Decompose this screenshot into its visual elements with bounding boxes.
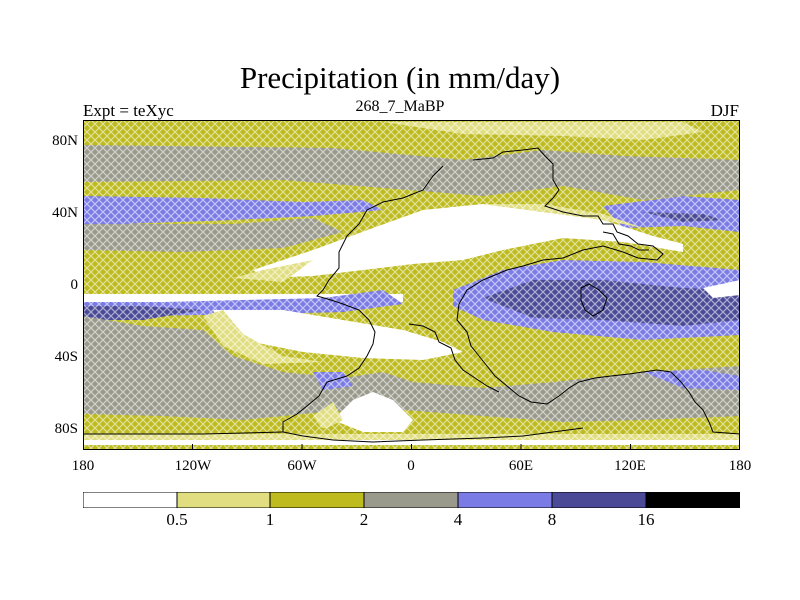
lat-label-80s: 80S bbox=[54, 421, 78, 437]
colorbar-label-16: 16 bbox=[637, 510, 655, 529]
colorbar-bin-3 bbox=[363, 492, 459, 508]
coastline-africa bbox=[408, 323, 500, 393]
colorbar-label-2: 2 bbox=[359, 510, 369, 529]
lat-label-40n: 40N bbox=[52, 205, 78, 221]
hatching-overlay bbox=[83, 120, 740, 450]
lat-label-80n: 80N bbox=[52, 133, 78, 149]
lon-ticks bbox=[83, 444, 740, 450]
coastline-antarctic bbox=[83, 431, 284, 435]
colorbar-bin-1 bbox=[176, 492, 271, 508]
season-label: DJF bbox=[710, 101, 739, 120]
plot-title: Precipitation (in mm/day) bbox=[239, 60, 561, 95]
colorbar bbox=[83, 492, 740, 508]
coastline-east-islands bbox=[602, 231, 649, 251]
colorbar-label-8: 8 bbox=[547, 510, 557, 529]
experiment-label: Expt = teXyc bbox=[83, 101, 174, 120]
lon-label-180e: 180 bbox=[728, 458, 752, 474]
colorbar-bin-2 bbox=[269, 492, 365, 508]
colorbar-bin-6 bbox=[645, 492, 740, 508]
colorbar-label-4: 4 bbox=[453, 510, 463, 529]
lon-label-180w: 180 bbox=[71, 458, 95, 474]
age-label: 268_7_MaBP bbox=[355, 98, 445, 115]
colorbar-bin-5 bbox=[551, 492, 647, 508]
lat-label-40s: 40S bbox=[54, 349, 78, 365]
coastline-west bbox=[282, 165, 584, 443]
precipitation-map bbox=[83, 120, 740, 450]
lon-label-60e: 60E bbox=[508, 458, 534, 474]
lat-label-0: 0 bbox=[70, 277, 79, 293]
lon-label-60w: 60W bbox=[287, 458, 317, 474]
colorbar-bin-4 bbox=[457, 492, 553, 508]
colorbar-label-1: 1 bbox=[265, 510, 275, 529]
lon-label-0: 0 bbox=[407, 458, 415, 474]
lon-label-120w: 120W bbox=[174, 458, 212, 474]
coastline bbox=[456, 147, 740, 435]
lon-label-120e: 120E bbox=[614, 458, 646, 474]
colorbar-bin-0 bbox=[83, 492, 178, 508]
coastline-se-asia bbox=[580, 283, 608, 317]
colorbar-label-0-5: 0.5 bbox=[166, 510, 188, 529]
